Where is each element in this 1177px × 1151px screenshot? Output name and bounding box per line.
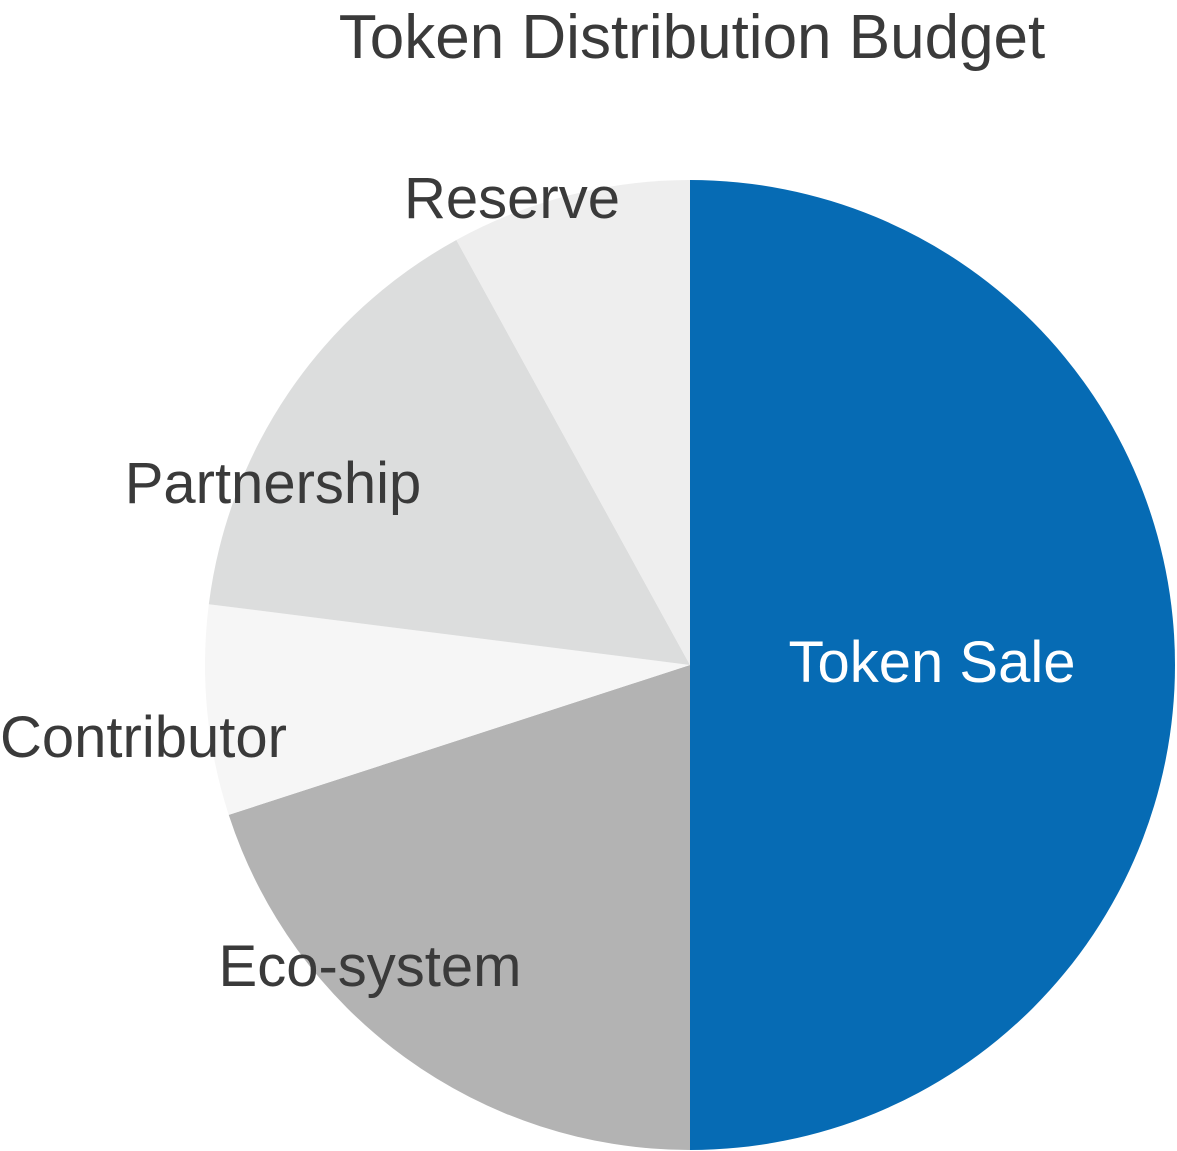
pie-slices [204,180,1175,1150]
pie-slice-reserve [456,180,690,665]
slice-label-token-sale: Token Sale [789,630,1076,695]
slice-labels: Token Sale Eco-system Contributor Partnersh… [0,166,1075,999]
slice-label-eco-system: Eco-system [219,934,522,999]
chart-title: Token Distribution Budget [339,3,1046,72]
pie-slice-partnership [208,239,690,666]
slice-label-partnership: Partnership [125,451,422,516]
slice-label-contributor: Contributor [0,705,287,770]
slice-label-reserve: Reserve [404,166,620,231]
pie-slice-eco-system [228,665,691,1150]
pie-slice-token-sale [690,180,1175,1150]
pie-slice-contributor [204,604,690,815]
